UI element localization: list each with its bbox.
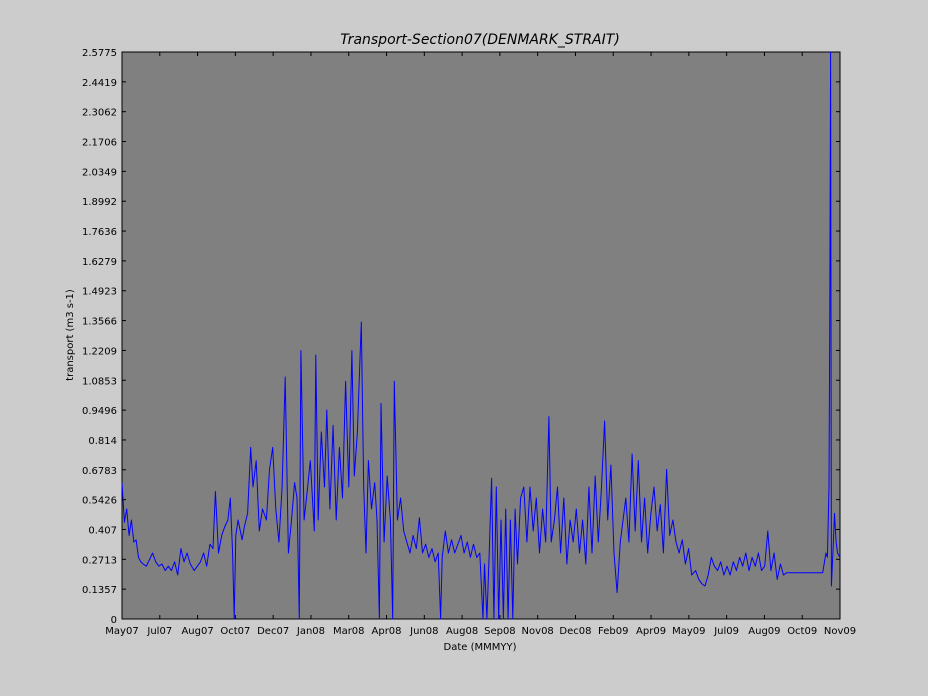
y-tick-label: 0	[111, 615, 117, 626]
x-tick-label: Aug08	[446, 626, 478, 637]
x-tick-label: Mar08	[333, 626, 365, 637]
x-tick-label: Apr08	[372, 626, 402, 637]
x-tick-label: Jul09	[713, 626, 739, 637]
x-tick-label: May07	[105, 626, 138, 637]
x-tick-label: Apr09	[636, 626, 666, 637]
x-tick-label: Nov08	[522, 626, 554, 637]
x-tick-label: Aug09	[748, 626, 780, 637]
y-tick-label: 1.2209	[82, 346, 117, 357]
series-line-0	[121, 51, 841, 620]
y-tick-label: 1.8992	[82, 197, 117, 208]
x-tick-label: Jul07	[146, 626, 172, 637]
y-tick-label: 1.7636	[82, 227, 117, 238]
y-tick-label: 1.6279	[82, 257, 117, 268]
y-tick-label: 0.2713	[82, 555, 117, 566]
y-tick-label: 0.6783	[82, 466, 117, 477]
x-tick-label: May09	[672, 626, 705, 637]
y-tick-label: 2.5775	[82, 48, 117, 59]
axes-layer: 0 0.1357 0.2713 0.407 0.5426 0.6783 0.814 0.949…	[82, 48, 856, 637]
x-tick-label: Sep08	[484, 626, 516, 637]
x-tick-label: Dec07	[257, 626, 289, 637]
y-tick-label: 0.5426	[82, 496, 117, 507]
x-tick-label: Oct09	[787, 626, 817, 637]
x-tick-label: Feb09	[598, 626, 628, 637]
y-tick-label: 1.4923	[82, 287, 117, 298]
x-tick-label: Nov09	[824, 626, 856, 637]
y-tick-label: 0.814	[88, 436, 117, 447]
y-tick-label: 2.1706	[82, 138, 117, 149]
y-tick-label: 2.4419	[82, 78, 117, 89]
x-tick-label: Jun08	[409, 626, 438, 637]
chart-title: Transport-Section07(DENMARK_STRAIT)	[340, 32, 620, 48]
y-tick-label: 1.3566	[82, 317, 117, 328]
y-axis-label: transport (m3 s-1)	[65, 289, 76, 381]
x-tick-label: Jan08	[296, 626, 325, 637]
y-tick-label: 2.3062	[82, 108, 117, 119]
y-tick-label: 0.1357	[82, 585, 117, 596]
x-tick-label: Aug07	[181, 626, 213, 637]
y-tick-label: 1.0853	[82, 376, 117, 387]
x-tick-label: Dec08	[559, 626, 591, 637]
y-tick-label: 2.0349	[82, 167, 117, 178]
y-tick-label: 0.407	[88, 525, 117, 536]
x-axis-label: Date (MMMYY)	[444, 642, 517, 653]
plot-area	[121, 51, 841, 620]
data-layer	[121, 51, 841, 620]
y-tick-label: 0.9496	[82, 406, 117, 417]
x-tick-label: Oct07	[220, 626, 250, 637]
